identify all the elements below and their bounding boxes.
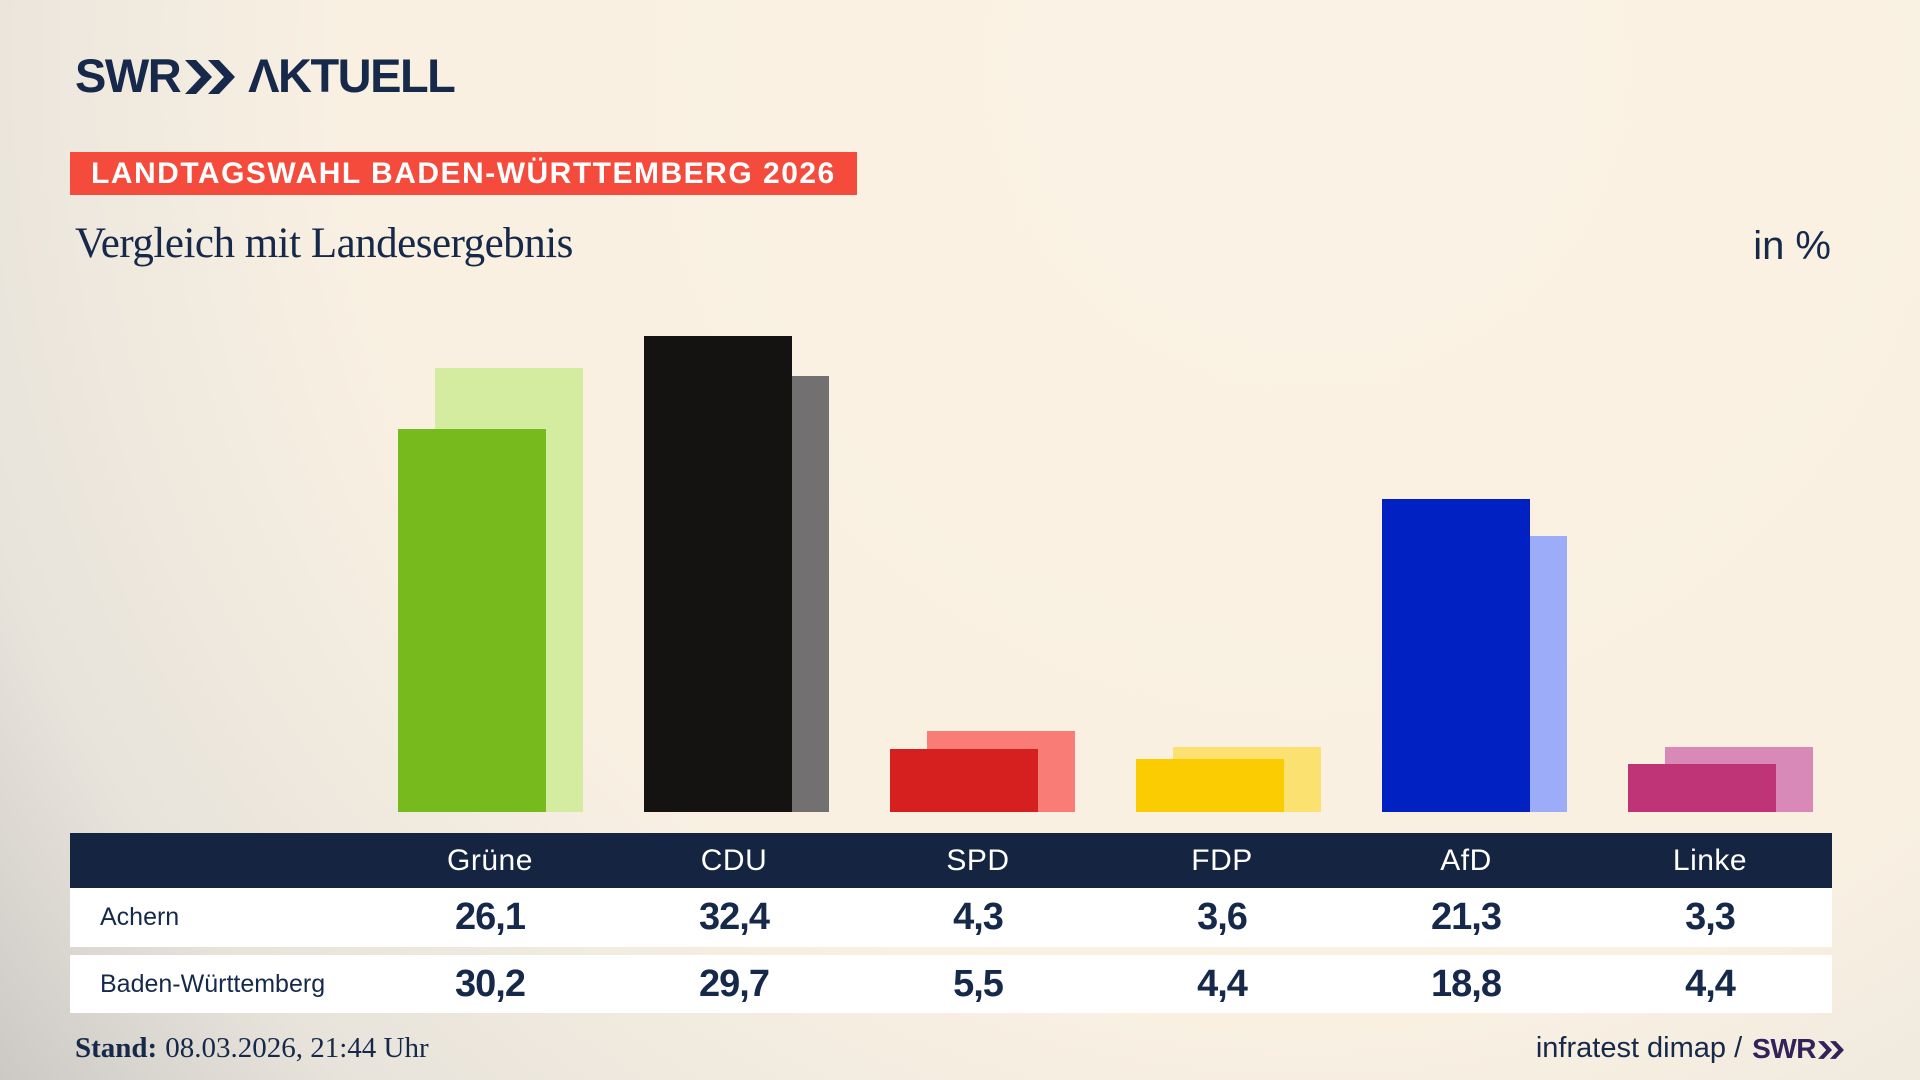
timestamp: Stand: 08.03.2026, 21:44 Uhr xyxy=(75,1031,429,1066)
value-Linke-Baden-Württemberg: 4,4 xyxy=(1685,962,1736,1005)
bar-Linke-achern xyxy=(1628,764,1776,812)
chart-title: Vergleich mit Landesergebnis xyxy=(75,220,573,267)
source-attribution: infratest dimap / SWR xyxy=(1536,1031,1845,1066)
bar-Grüne-achern xyxy=(398,429,546,812)
value-SPD-Baden-Württemberg: 5,5 xyxy=(953,962,1004,1005)
swr-brand-text: SWR xyxy=(1752,1032,1816,1064)
unit-label: in % xyxy=(1753,224,1831,268)
stand-value: 08.03.2026, 21:44 Uhr xyxy=(165,1032,429,1064)
value-AfD-Baden-Württemberg: 18,8 xyxy=(1431,962,1502,1005)
logo-aktuell-text: ΛKTUELL xyxy=(248,49,456,102)
logo-swr-text: SWR xyxy=(75,49,182,102)
double-chevron-right-icon xyxy=(185,60,236,94)
table-row-achern: Achern 26,1 32,4 4,3 3,6 21,3 3,3 xyxy=(70,888,1832,947)
value-FDP-Achern: 3,6 xyxy=(1197,896,1248,938)
value-FDP-Baden-Württemberg: 4,4 xyxy=(1197,962,1248,1005)
stand-label: Stand: xyxy=(75,1032,158,1064)
value-CDU-Achern: 32,4 xyxy=(699,896,770,938)
row-label-Achern: Achern xyxy=(100,903,180,931)
table-header-Linke: Linke xyxy=(1672,843,1748,877)
table-header-FDP: FDP xyxy=(1191,843,1253,877)
value-Linke-Achern: 3,3 xyxy=(1685,896,1736,938)
table-row-baden-wuerttemberg: Baden-Württemberg 30,2 29,7 5,5 4,4 18,8 4,4 xyxy=(70,955,1832,1013)
bar-FDP-achern xyxy=(1136,759,1284,812)
table-header-CDU: CDU xyxy=(700,843,768,877)
election-badge: LANDTAGSWAHL BADEN-WÜRTTEMBERG 2026 xyxy=(70,152,857,195)
double-chevron-right-icon xyxy=(1818,1041,1844,1059)
value-Grüne-Baden-Württemberg: 30,2 xyxy=(455,962,526,1005)
source-text: infratest dimap / xyxy=(1535,1032,1743,1064)
value-Grüne-Achern: 26,1 xyxy=(455,896,526,938)
bar-AfD-achern xyxy=(1382,499,1530,812)
swr-brand-mini: SWR xyxy=(1752,1032,1845,1066)
table-header-SPD: SPD xyxy=(946,843,1010,877)
bar-CDU-achern xyxy=(644,336,792,812)
value-SPD-Achern: 4,3 xyxy=(953,896,1004,938)
value-AfD-Achern: 21,3 xyxy=(1431,896,1502,938)
table-header-AfD: AfD xyxy=(1440,843,1492,877)
swr-aktuell-logo: SWR ΛKTUELL xyxy=(75,49,456,102)
results-table: Grüne CDU SPD FDP AfD Linke Achern 26,1 32,4 4,3… xyxy=(70,833,1832,1013)
row-label-Baden-Württemberg: Baden-Württemberg xyxy=(100,969,326,998)
value-CDU-Baden-Württemberg: 29,7 xyxy=(699,962,770,1005)
table-header-row: Grüne CDU SPD FDP AfD Linke xyxy=(70,833,1832,888)
bar-SPD-achern xyxy=(890,749,1038,812)
table-header-Grüne: Grüne xyxy=(447,843,533,877)
